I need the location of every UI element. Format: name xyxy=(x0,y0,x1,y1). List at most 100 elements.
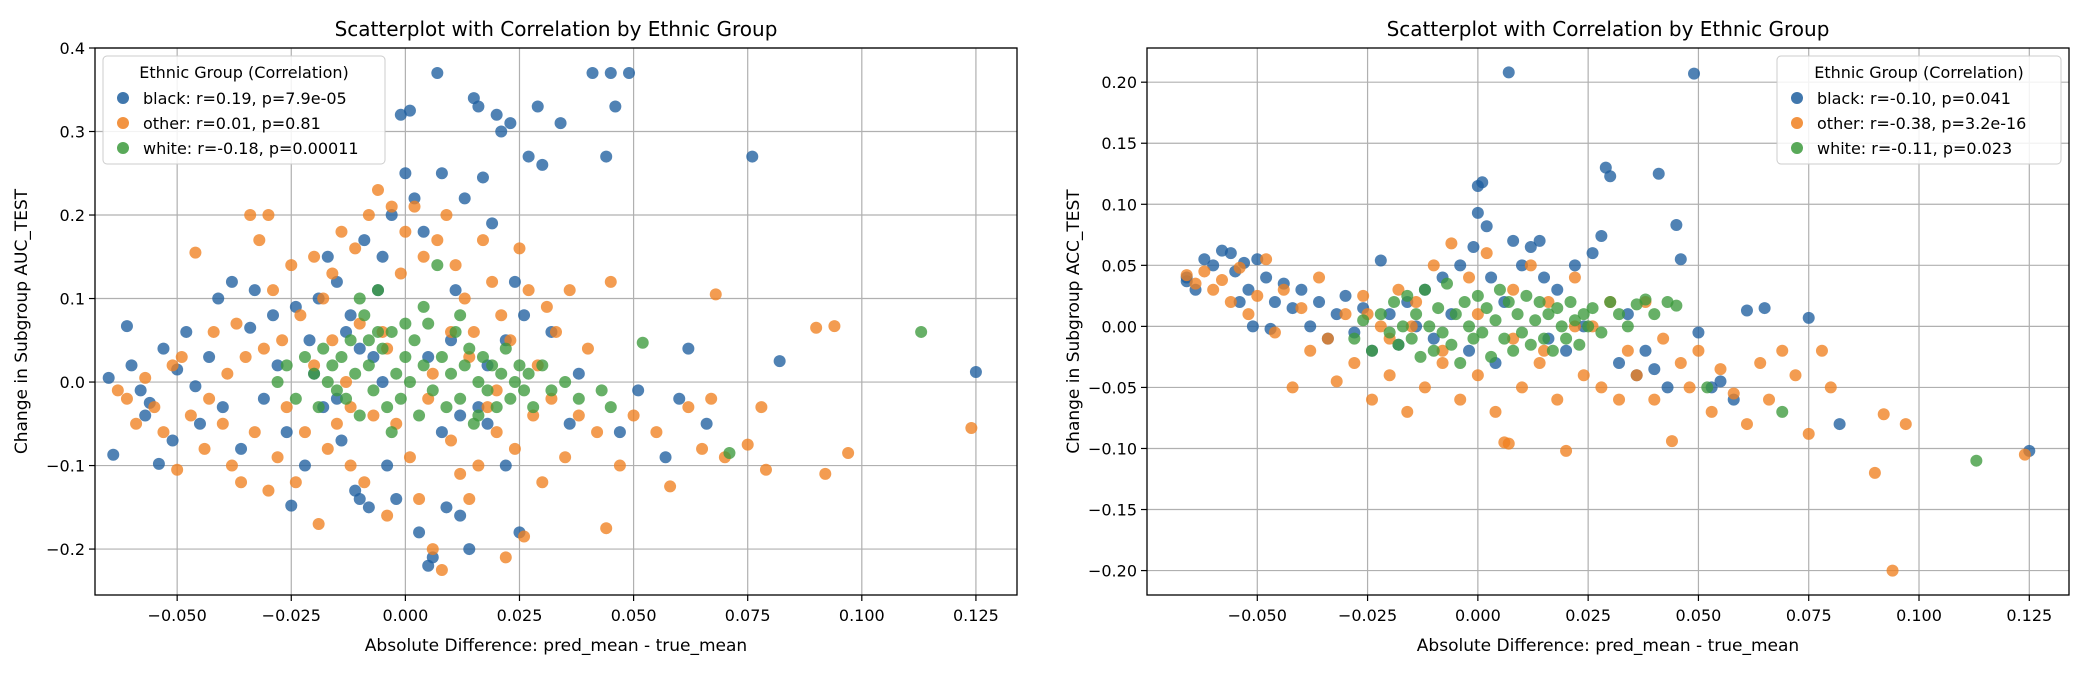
scatter-point xyxy=(499,342,512,355)
scatter-point xyxy=(454,509,467,522)
scatter-point xyxy=(376,250,389,263)
scatter-point xyxy=(1740,304,1753,317)
scatter-point xyxy=(303,334,316,347)
scatter-point xyxy=(244,321,257,334)
scatter-point xyxy=(650,426,663,439)
scatter-point xyxy=(1630,298,1643,311)
scatter-point xyxy=(1551,283,1564,296)
scatter-point xyxy=(1802,427,1815,440)
x-tick-label: −0.025 xyxy=(262,606,321,625)
scatter-point xyxy=(1339,289,1352,302)
scatter-point xyxy=(1476,326,1489,339)
scatter-point xyxy=(550,325,562,338)
scatter-point xyxy=(1648,308,1661,321)
scatter-point xyxy=(1405,332,1418,345)
scatter-point xyxy=(508,442,521,455)
scatter-point xyxy=(508,376,521,389)
scatter-point xyxy=(481,384,494,397)
scatter-point xyxy=(1613,308,1626,321)
scatter-point xyxy=(1524,259,1537,272)
scatter-point xyxy=(518,309,531,322)
legend-entry: black: r=0.19, p=7.9e-05 xyxy=(143,89,347,108)
scatter-point xyxy=(527,409,540,422)
scatter-point xyxy=(1498,332,1511,345)
scatter-point xyxy=(1538,271,1551,284)
scatter-point xyxy=(1546,344,1559,357)
y-tick-label: 0.20 xyxy=(1101,73,1137,92)
scatter-point xyxy=(426,543,439,556)
scatter-point xyxy=(1701,381,1714,394)
legend-marker xyxy=(117,92,129,104)
scatter-point xyxy=(230,317,243,330)
scatter-point xyxy=(431,259,444,272)
scatter-point xyxy=(1758,302,1771,315)
scatter-point xyxy=(1374,320,1387,333)
scatter-point xyxy=(280,359,293,372)
left-scatterplot-panel: Scatterplot with Correlation by Ethnic G… xyxy=(12,17,1018,656)
scatter-point xyxy=(527,401,540,414)
scatter-point xyxy=(120,320,133,333)
scatter-point xyxy=(1529,314,1542,327)
scatter-point xyxy=(472,459,485,472)
scatter-point xyxy=(1207,283,1220,296)
y-tick-label: 0.10 xyxy=(1101,195,1137,214)
scatter-point xyxy=(107,448,120,461)
scatter-point xyxy=(1674,357,1687,370)
scatter-point xyxy=(540,300,553,313)
scatter-point xyxy=(449,259,462,272)
scatter-point xyxy=(344,309,357,322)
scatter-point xyxy=(1652,167,1665,180)
scatter-point xyxy=(426,551,439,564)
scatter-point xyxy=(819,467,832,480)
scatter-point xyxy=(239,350,252,363)
scatter-point xyxy=(362,501,375,514)
scatter-point xyxy=(1657,332,1670,345)
scatter-point xyxy=(294,309,307,322)
scatter-point xyxy=(486,275,499,288)
scatter-point xyxy=(659,451,672,464)
scatter-point xyxy=(1410,295,1423,308)
scatter-point xyxy=(1463,320,1476,333)
scatter-point xyxy=(394,108,407,121)
scatter-point xyxy=(362,334,375,347)
scatter-point xyxy=(362,359,375,372)
x-axis-label: Absolute Difference: pred_mean - true_me… xyxy=(1417,636,1799,656)
scatter-point xyxy=(454,309,467,322)
scatter-point xyxy=(1480,247,1493,260)
scatter-point xyxy=(253,234,266,247)
scatter-point xyxy=(1242,283,1255,296)
scatter-point xyxy=(1445,237,1458,250)
scatter-point xyxy=(445,367,458,380)
x-axis-label: Absolute Difference: pred_mean - true_me… xyxy=(365,636,747,656)
scatter-point xyxy=(531,100,544,113)
scatter-point xyxy=(1763,393,1776,406)
scatter-point xyxy=(463,342,476,355)
scatter-point xyxy=(1727,387,1740,400)
scatter-point xyxy=(267,284,280,297)
scatter-point xyxy=(536,359,549,372)
scatter-point xyxy=(1533,234,1546,247)
scatter-point xyxy=(344,334,357,347)
scatter-point xyxy=(408,334,421,347)
scatter-point xyxy=(572,392,585,405)
scatter-point xyxy=(828,320,841,333)
y-tick-label: −0.15 xyxy=(1088,501,1137,520)
scatter-point xyxy=(705,392,718,405)
scatter-point xyxy=(1463,271,1476,284)
scatter-point xyxy=(504,117,517,130)
scatter-point xyxy=(1582,320,1595,333)
scatter-point xyxy=(1224,247,1237,260)
scatter-point xyxy=(1740,418,1753,431)
scatter-point xyxy=(1277,283,1290,296)
scatter-point xyxy=(344,459,357,472)
scatter-point xyxy=(207,325,220,338)
y-tick-label: −0.20 xyxy=(1088,562,1137,581)
scatter-point xyxy=(353,292,366,305)
scatter-point xyxy=(499,551,512,564)
scatter-point xyxy=(1507,344,1520,357)
scatter-point xyxy=(1348,332,1361,345)
scatter-point xyxy=(810,321,823,334)
scatter-point xyxy=(1207,259,1220,272)
scatter-point xyxy=(225,459,238,472)
scatter-point xyxy=(572,367,585,380)
